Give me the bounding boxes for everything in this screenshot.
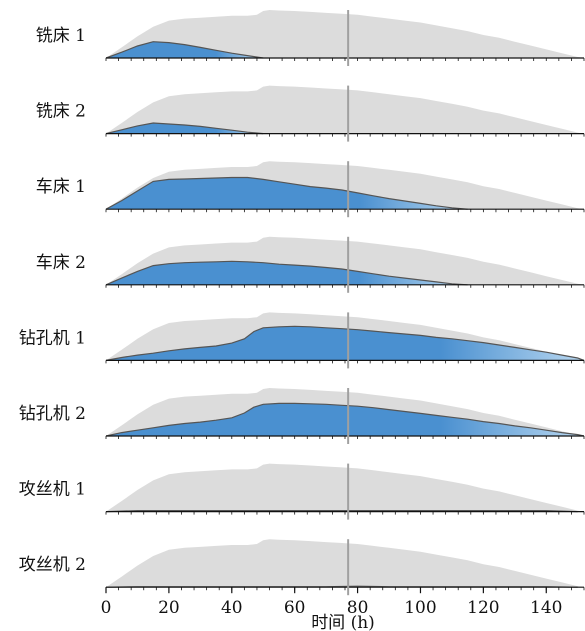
row-label: 铣床 2 (36, 102, 86, 122)
x-tick-label: 20 (158, 598, 180, 618)
load-outline (105, 176, 468, 210)
x-tick-label: 80 (347, 598, 369, 618)
load-area (106, 326, 584, 361)
chart-row: 钻孔机 2 (19, 388, 585, 444)
row-label: 钻孔机 1 (19, 328, 86, 348)
load-area (106, 123, 264, 134)
chart-row: 铣床 2 (36, 85, 585, 142)
chart-rows: 铣床 1 铣床 2 车床 1 车床 2 钻孔机 1 钻孔机 2 攻丝机 1 攻丝机 2 (19, 10, 585, 596)
row-label: 攻丝机 1 (19, 480, 86, 500)
row-label: 铣床 1 (36, 26, 86, 46)
x-tick-label: 40 (221, 598, 243, 618)
chart-row: 攻丝机 2 (19, 539, 585, 596)
load-area (106, 261, 468, 285)
chart-row: 车床 2 (36, 236, 585, 293)
chart-row: 钻孔机 1 (19, 312, 585, 369)
load-outline (105, 41, 264, 59)
x-tick-label: 140 (530, 598, 562, 618)
x-axis: 0 20 40 60 80 100 120 140 (101, 587, 562, 618)
x-tick-label: 0 (101, 598, 112, 618)
background-capacity-area (106, 539, 584, 588)
load-outline (105, 402, 585, 437)
row-label: 钻孔机 2 (19, 404, 86, 424)
row-label: 攻丝机 2 (19, 555, 86, 575)
chart-row: 车床 1 (36, 161, 585, 218)
chart-row: 攻丝机 1 (19, 463, 585, 520)
x-tick-label: 60 (284, 598, 306, 618)
background-capacity-area (106, 10, 584, 58)
x-tick-label: 120 (467, 598, 499, 618)
load-area (106, 403, 584, 436)
background-capacity-area (106, 463, 584, 512)
x-tick-label: 100 (404, 598, 436, 618)
load-area (106, 41, 264, 58)
x-axis-label: 时间 (h) (311, 613, 375, 631)
load-outline (105, 325, 585, 361)
load-outline (105, 510, 578, 513)
row-label: 车床 2 (36, 253, 86, 273)
load-outline (105, 260, 468, 286)
load-area (106, 177, 468, 210)
row-label: 车床 1 (36, 177, 86, 197)
load-outline (105, 122, 264, 135)
chart-row: 铣床 1 (36, 10, 585, 66)
background-capacity-area (106, 85, 584, 134)
